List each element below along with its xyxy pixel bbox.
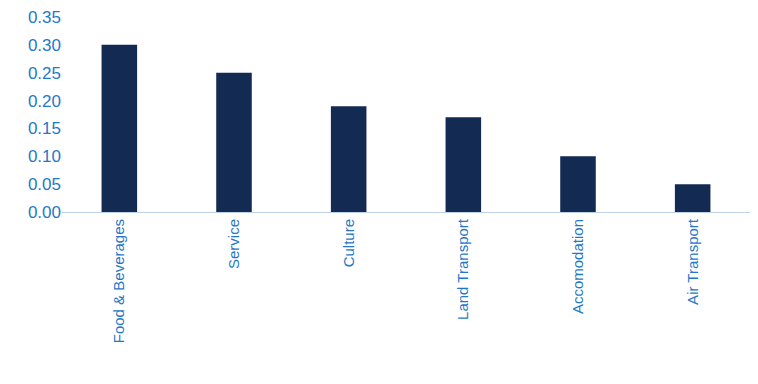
- svg-text:0.15: 0.15: [28, 119, 61, 138]
- svg-text:0.05: 0.05: [28, 175, 61, 194]
- svg-text:0.00: 0.00: [28, 203, 61, 222]
- svg-text:Culture: Culture: [340, 219, 357, 267]
- svg-text:Service: Service: [225, 219, 242, 269]
- svg-text:Food & Beverages: Food & Beverages: [110, 219, 127, 343]
- svg-text:0.25: 0.25: [28, 64, 61, 83]
- svg-text:0.30: 0.30: [28, 36, 61, 55]
- svg-text:0.35: 0.35: [28, 8, 61, 27]
- svg-text:Accomodation: Accomodation: [569, 219, 586, 314]
- svg-text:0.10: 0.10: [28, 147, 61, 166]
- svg-text:0.20: 0.20: [28, 92, 61, 111]
- svg-text:Air Transport: Air Transport: [684, 218, 701, 305]
- svg-text:Land Transport: Land Transport: [454, 218, 471, 320]
